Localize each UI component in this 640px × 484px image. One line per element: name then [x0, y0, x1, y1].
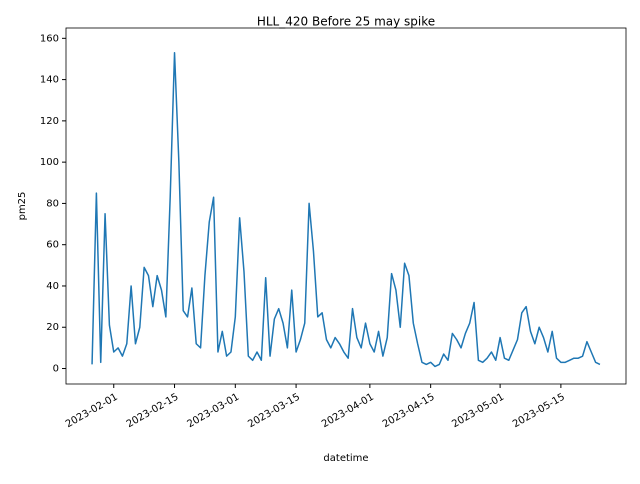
axes-frame: [65, 27, 627, 385]
y-tick-label: 0: [53, 364, 59, 375]
line: [91, 52, 601, 368]
y-axis-label: pm25: [17, 192, 28, 221]
x-axis-label: datetime: [323, 453, 368, 464]
y-tick-label: 80: [46, 198, 59, 209]
y-tick-label: 140: [40, 75, 59, 86]
y-tick-label: 100: [40, 157, 59, 168]
y-tick-label: 40: [46, 281, 59, 292]
y-tick-label: 20: [46, 322, 59, 333]
y-tick-label: 60: [46, 240, 59, 251]
y-tick-label: 120: [40, 116, 59, 127]
chart-title: HLL_420 Before 25 may spike: [257, 15, 435, 29]
y-tick-label: 160: [40, 33, 59, 44]
